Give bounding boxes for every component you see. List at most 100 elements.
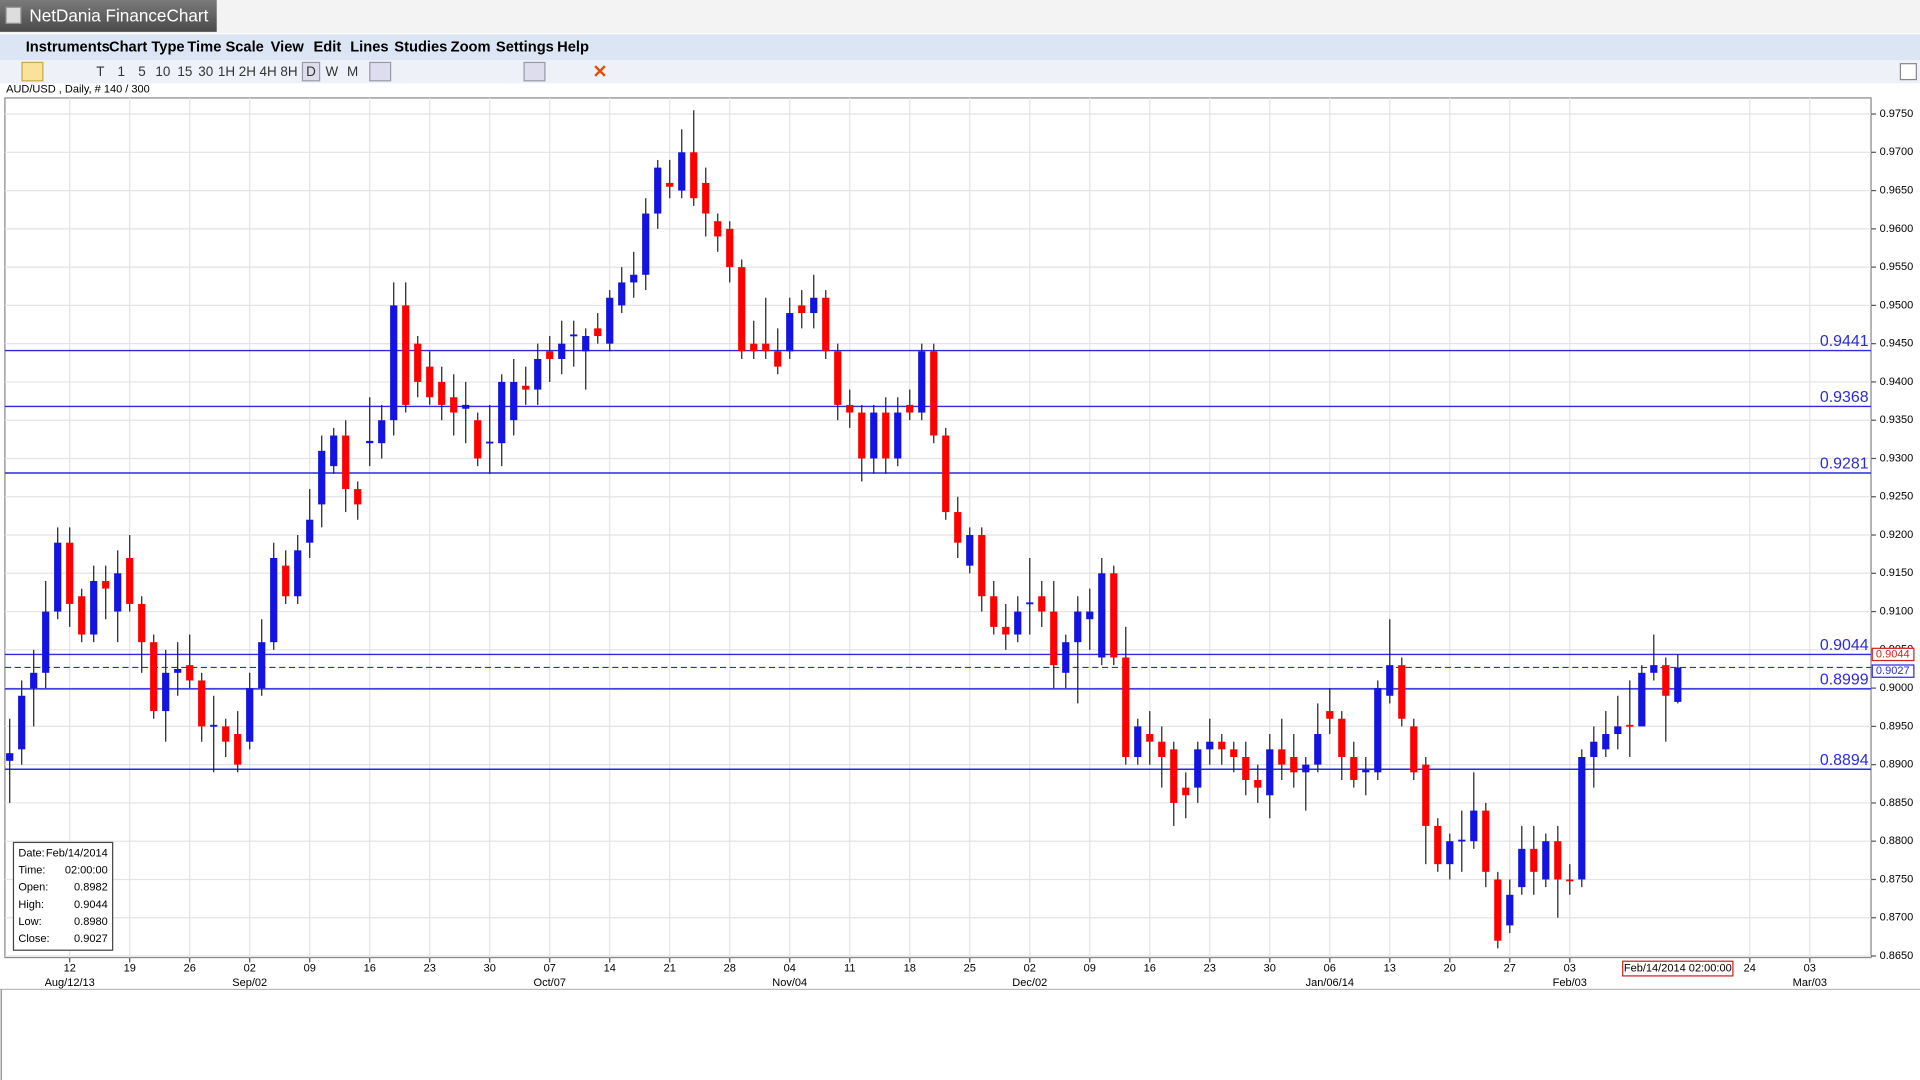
candle-body <box>1518 848 1526 888</box>
timeframe-button[interactable]: 8H <box>280 64 297 79</box>
candle-body <box>1266 749 1274 796</box>
info-value: 0.9044 <box>74 899 108 911</box>
x-tick-label: 12 <box>64 962 76 974</box>
menu-item[interactable]: Help <box>557 40 589 56</box>
crosshair-button[interactable] <box>369 61 392 82</box>
level-label: 0.8999 <box>1820 672 1869 689</box>
menu-item[interactable]: Edit <box>313 40 341 56</box>
candle-body <box>1182 787 1190 796</box>
candle-body <box>1122 657 1130 758</box>
candle-body <box>210 724 218 727</box>
level-label: 0.9368 <box>1820 389 1869 406</box>
menu-item[interactable]: Chart Type <box>109 40 185 56</box>
y-tick-label: 0.9600 <box>1880 223 1914 235</box>
candle-body <box>438 381 446 405</box>
candle-body <box>1158 741 1166 758</box>
candle-type-button[interactable] <box>21 61 44 82</box>
candle-body <box>1374 688 1382 773</box>
candle-body <box>66 542 74 604</box>
candle-body <box>1002 626 1010 635</box>
menu-item[interactable]: Lines <box>350 40 388 56</box>
candle-body <box>234 734 242 765</box>
candle-body <box>1230 749 1238 758</box>
candle-body <box>1362 770 1370 773</box>
x-month-label: Mar/03 <box>1793 977 1827 989</box>
candle-body <box>1578 757 1586 880</box>
menu-item[interactable]: Instruments <box>26 40 110 56</box>
chart-subtitle: AUD/USD , Daily, # 140 / 300 <box>6 83 150 95</box>
timeframe-button[interactable]: 4H <box>260 64 277 79</box>
x-tick-label: 24 <box>1744 962 1756 974</box>
timeframe-button[interactable]: 5 <box>138 64 145 79</box>
x-tick-label: 30 <box>1264 962 1276 974</box>
candle-body <box>1170 749 1178 803</box>
candle-body <box>1410 726 1418 773</box>
menu-item[interactable]: View <box>271 40 305 56</box>
candle-body <box>1662 665 1670 696</box>
info-key: Time: <box>18 865 45 877</box>
candle-body <box>810 297 818 314</box>
x-tick-label: 23 <box>424 962 436 974</box>
timeframe-button[interactable]: T <box>96 64 104 79</box>
candle-body <box>1326 711 1334 719</box>
candle-body <box>18 695 26 750</box>
candle-body <box>918 351 926 413</box>
candle-body <box>1206 741 1214 750</box>
timeframe-button[interactable]: D <box>306 64 316 79</box>
timeframe-button[interactable]: 30 <box>198 64 213 79</box>
toolbar <box>0 60 1920 84</box>
x-month-label: Dec/02 <box>1012 977 1047 989</box>
candle-body <box>414 343 422 382</box>
candle-body <box>822 297 830 352</box>
candle-body <box>330 435 338 467</box>
candle-body <box>666 182 674 187</box>
x-tick-label: 16 <box>1144 962 1156 974</box>
level-label: 0.8894 <box>1820 752 1869 769</box>
candle-body <box>594 328 602 337</box>
timeframe-button[interactable]: 10 <box>155 64 170 79</box>
menu-bar <box>0 34 1920 60</box>
candle-body <box>42 611 50 673</box>
candle-body <box>618 282 626 306</box>
menu-item[interactable]: Time Scale <box>187 40 263 56</box>
timeframe-button[interactable]: 1H <box>218 64 235 79</box>
y-tick-label: 0.8900 <box>1880 759 1914 771</box>
menu-item[interactable]: Studies <box>394 40 447 56</box>
candle-body <box>894 412 902 459</box>
candle-body <box>534 358 542 390</box>
price-marker-label: 0.9044 <box>1876 648 1910 660</box>
candle-body <box>150 642 158 712</box>
y-tick-label: 0.9250 <box>1880 491 1914 503</box>
toolbar-end-button[interactable] <box>1899 63 1917 81</box>
candle-body <box>642 213 650 275</box>
x-month-label: Oct/07 <box>534 977 566 989</box>
delete-icon[interactable] <box>594 65 606 77</box>
candle-body <box>1494 879 1502 941</box>
menu-item[interactable]: Zoom <box>451 40 491 56</box>
timeframe-button[interactable]: 2H <box>239 64 256 79</box>
candle-body <box>1218 741 1226 750</box>
candle-body <box>1134 726 1142 758</box>
candle-body <box>306 519 314 543</box>
candle-body <box>294 550 302 597</box>
candle-body <box>1338 718 1346 758</box>
level-label: 0.9281 <box>1820 456 1869 473</box>
timeframe-button[interactable]: 15 <box>177 64 192 79</box>
candle-body <box>198 680 206 727</box>
candle-body <box>1014 611 1022 635</box>
candle-body <box>1566 879 1574 882</box>
candle-body <box>1422 764 1430 826</box>
menu-item[interactable]: Settings <box>496 40 554 56</box>
y-tick-label: 0.8650 <box>1880 950 1914 962</box>
candle-body <box>1254 779 1262 788</box>
candle-body <box>654 167 662 214</box>
candle-body <box>714 221 722 237</box>
timeframe-button[interactable]: M <box>347 64 358 79</box>
x-tick-label: 13 <box>1384 962 1396 974</box>
x-tick-label: 21 <box>664 962 676 974</box>
timeframe-button[interactable]: 1 <box>117 64 124 79</box>
y-tick-label: 0.9350 <box>1880 414 1914 426</box>
timeframe-button[interactable]: W <box>325 64 338 79</box>
grid-button[interactable] <box>523 61 546 82</box>
